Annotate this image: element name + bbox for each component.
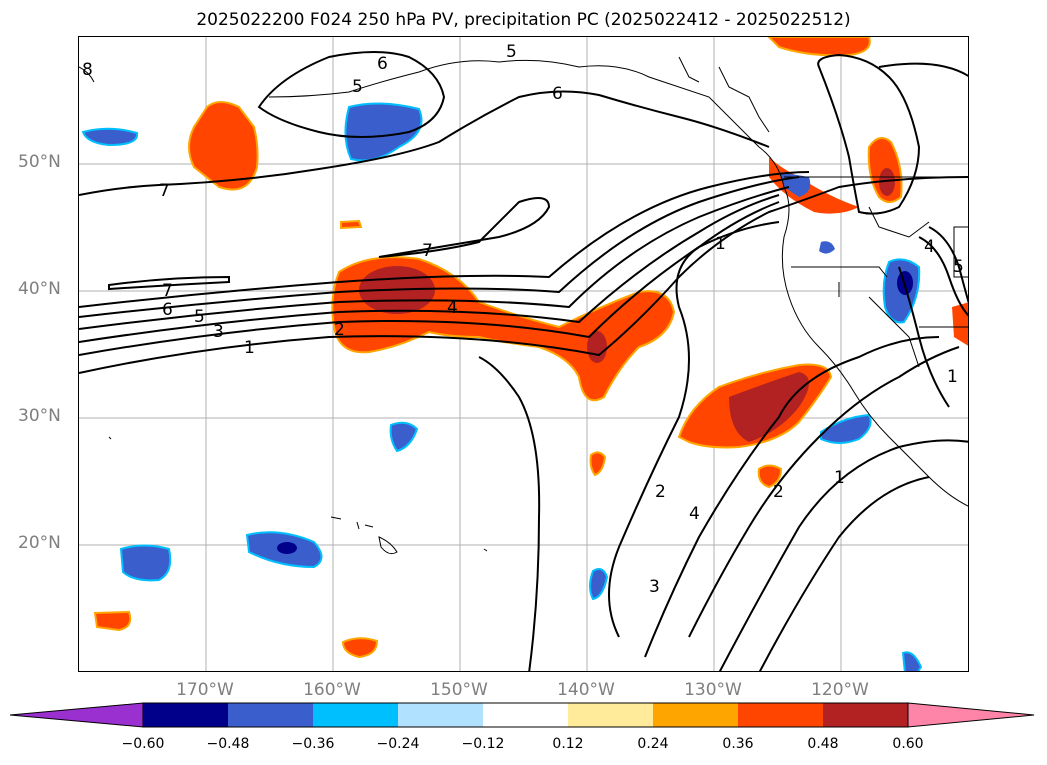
colorbar-tick-label: 0.12 bbox=[552, 736, 584, 752]
lat-label-50n: 50°N bbox=[18, 152, 61, 172]
contour-label: 2 bbox=[655, 482, 666, 502]
colorbar-swatch bbox=[313, 703, 398, 727]
contour-label: 5 bbox=[953, 257, 964, 277]
contour-label: 6 bbox=[162, 300, 173, 320]
colorbar-swatch bbox=[823, 703, 908, 727]
map-canvas: 8 6 5 5 6 7 7 7 6 5 3 2 1 4 1 2 4 3 2 1 … bbox=[79, 37, 968, 671]
contour-label: 8 bbox=[82, 60, 93, 80]
lat-label-30n: 30°N bbox=[18, 406, 61, 426]
contour-label: 1 bbox=[715, 234, 726, 254]
colorbar-tick-label: −0.36 bbox=[291, 736, 335, 752]
contour-label: 7 bbox=[422, 241, 433, 261]
colorbar bbox=[10, 702, 1035, 728]
colorbar-swatch bbox=[143, 703, 228, 727]
contour-label: 2 bbox=[773, 482, 784, 502]
map-title: 2025022200 F024 250 hPa PV, precipitatio… bbox=[196, 10, 851, 30]
positive-precip-anomalies bbox=[93, 37, 968, 659]
map-panel: 8 6 5 5 6 7 7 7 6 5 3 2 1 4 1 2 4 3 2 1 … bbox=[78, 36, 969, 672]
colorbar-swatches bbox=[10, 702, 1035, 728]
contour-label: 4 bbox=[689, 504, 700, 524]
contour-label: 3 bbox=[213, 322, 224, 342]
lat-label-40n: 40°N bbox=[18, 279, 61, 299]
colorbar-swatch bbox=[228, 703, 313, 727]
lon-label-120w: 120°W bbox=[811, 680, 869, 700]
contour-label: 5 bbox=[194, 307, 205, 327]
pv-contours bbox=[79, 51, 968, 671]
colorbar-tick-label: −0.60 bbox=[121, 736, 165, 752]
lon-label-150w: 150°W bbox=[430, 680, 488, 700]
contour-label: 3 bbox=[649, 577, 660, 597]
colorbar-tick-label: 0.24 bbox=[637, 736, 669, 752]
colorbar-swatch bbox=[568, 703, 653, 727]
contour-label: 7 bbox=[162, 281, 173, 301]
contour-label: 6 bbox=[377, 54, 388, 74]
colorbar-tick-label: 0.36 bbox=[722, 736, 754, 752]
lon-label-130w: 130°W bbox=[684, 680, 742, 700]
contour-label: 6 bbox=[552, 84, 563, 104]
colorbar-tick-label: −0.12 bbox=[461, 736, 505, 752]
colorbar-swatch bbox=[398, 703, 483, 727]
lat-label-20n: 20°N bbox=[18, 533, 61, 553]
contour-label: 4 bbox=[924, 237, 935, 257]
contour-label: 1 bbox=[834, 468, 845, 488]
contour-labels: 8 6 5 5 6 7 7 7 6 5 3 2 1 4 1 2 4 3 2 1 … bbox=[82, 42, 964, 597]
lon-label-140w: 140°W bbox=[557, 680, 615, 700]
contour-label: 2 bbox=[334, 320, 345, 340]
colorbar-outline bbox=[142, 702, 909, 728]
colorbar-swatch bbox=[653, 703, 738, 727]
contour-label: 1 bbox=[244, 338, 255, 358]
colorbar-tick-label: −0.48 bbox=[206, 736, 250, 752]
colorbar-extend-high bbox=[907, 702, 1035, 728]
colorbar-tick-label: −0.24 bbox=[376, 736, 420, 752]
colorbar-tick-label: 0.60 bbox=[892, 736, 924, 752]
colorbar-swatch bbox=[738, 703, 823, 727]
contour-label: 4 bbox=[447, 298, 458, 318]
contour-label: 5 bbox=[506, 42, 517, 62]
colorbar-swatch bbox=[483, 703, 568, 727]
contour-label: 7 bbox=[159, 181, 170, 201]
lon-label-170w: 170°W bbox=[176, 680, 234, 700]
colorbar-tick-label: 0.48 bbox=[807, 736, 839, 752]
lon-label-160w: 160°W bbox=[303, 680, 361, 700]
colorbar-extend-low bbox=[10, 702, 144, 728]
contour-label: 1 bbox=[947, 367, 958, 387]
contour-label: 5 bbox=[352, 77, 363, 97]
negative-precip-anomalies bbox=[81, 102, 923, 671]
